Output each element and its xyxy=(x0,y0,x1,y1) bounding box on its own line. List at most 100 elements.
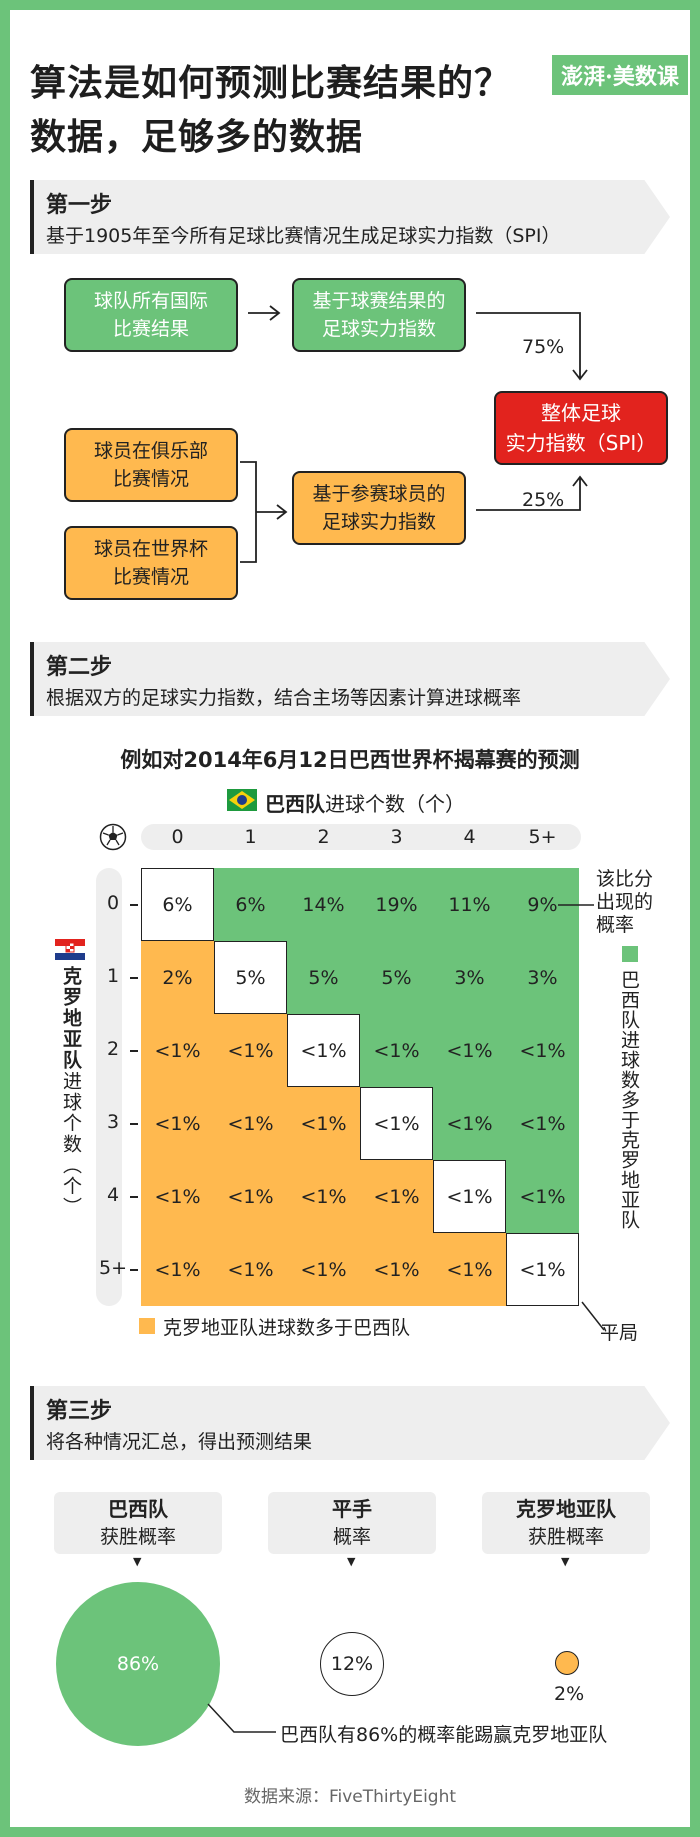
step1-desc: 基于1905年至今所有足球比赛情况生成足球实力指数（SPI） xyxy=(46,225,561,247)
column-label: 3 xyxy=(390,826,403,848)
row-tick xyxy=(130,1050,138,1052)
row-label: 4 xyxy=(106,1184,120,1206)
column-label: 5+ xyxy=(528,826,557,848)
croatia-win-circle xyxy=(555,1651,579,1675)
heatmap-cell: <1% xyxy=(506,1160,579,1233)
heatmap-cell: <1% xyxy=(433,1160,506,1233)
y-axis-team: 克罗地亚队 xyxy=(60,966,82,1071)
step2-title: 第二步 xyxy=(46,655,113,680)
heatmap-cell: <1% xyxy=(214,1014,287,1087)
heatmap-cell: <1% xyxy=(360,1160,433,1233)
pct-75: 75% xyxy=(522,336,565,358)
annot-draw-line xyxy=(581,1301,605,1331)
heatmap-cell: 14% xyxy=(287,868,360,941)
croatia-caption-sub: 获胜概率 xyxy=(527,1525,604,1548)
heatmap-cell: 5% xyxy=(287,941,360,1014)
annot-draw: 平局 xyxy=(600,1322,639,1344)
heatmap-cell: 2% xyxy=(141,941,214,1014)
y-axis-label: 克罗地亚队进球个数（个） xyxy=(58,966,84,1218)
column-label: 1 xyxy=(244,826,257,848)
row-tick xyxy=(130,1123,138,1125)
brazil-win-circle: 86% xyxy=(56,1582,220,1746)
draw-caption-head: 平手 xyxy=(332,1496,372,1521)
heatmap-cell: 3% xyxy=(433,941,506,1014)
heatmap-cell: <1% xyxy=(360,1087,433,1160)
heatmap-cell: 6% xyxy=(141,868,214,941)
x-axis-rest: 进球个数（个） xyxy=(325,792,465,816)
heatmap-cell: 11% xyxy=(433,868,506,941)
draw-caption-sub: 概率 xyxy=(332,1525,371,1548)
heatmap-cell: <1% xyxy=(141,1160,214,1233)
pointer-triangle-brazil: ▼ xyxy=(133,1555,142,1568)
croatia-win-pct: 2% xyxy=(554,1683,585,1705)
column-label: 4 xyxy=(463,826,476,848)
step1-banner xyxy=(30,180,670,254)
page-title-line2: 数据，足够多的数据 xyxy=(30,117,364,158)
heatmap-cell: <1% xyxy=(287,1160,360,1233)
chart-title: 例如对2014年6月12日巴西世界杯揭幕赛的预测 xyxy=(120,748,580,772)
row-label: 1 xyxy=(106,965,120,987)
heatmap-cell: <1% xyxy=(287,1014,360,1087)
step3-title: 第三步 xyxy=(46,1399,113,1424)
pointer-triangle-draw: ▼ xyxy=(347,1555,356,1568)
row-tick xyxy=(130,977,138,979)
note-pointer-line xyxy=(207,1703,276,1733)
soccer-ball-icon xyxy=(99,823,127,851)
heatmap-cell: <1% xyxy=(214,1233,287,1306)
heatmap-cell: <1% xyxy=(214,1087,287,1160)
heatmap-cell: <1% xyxy=(506,1087,579,1160)
box-intl-results: 球队所有国际 比赛结果 xyxy=(64,278,238,352)
heatmap-cell: <1% xyxy=(433,1233,506,1306)
croatia-flag-icon xyxy=(55,939,85,960)
croatia-caption: 克罗地亚队 获胜概率 xyxy=(482,1492,650,1554)
pct-25: 25% xyxy=(522,489,565,511)
box-spi-result: 基于球赛结果的 足球实力指数 xyxy=(292,278,466,352)
flow-arrows xyxy=(240,305,588,563)
brazil-caption: 巴西队 获胜概率 xyxy=(54,1492,222,1554)
draw-caption: 平手 概率 xyxy=(268,1492,436,1554)
step3-banner xyxy=(30,1386,670,1460)
heatmap-cell: <1% xyxy=(141,1233,214,1306)
legend-green-swatch xyxy=(622,946,638,962)
row-label: 5+ xyxy=(98,1257,127,1279)
row-axis-bar xyxy=(96,868,122,1306)
heatmap-cell: 6% xyxy=(214,868,287,941)
heatmap-cell: <1% xyxy=(433,1014,506,1087)
x-axis-team: 巴西队 xyxy=(265,792,325,816)
croatia-caption-head: 克罗地亚队 xyxy=(516,1496,616,1521)
draw-circle: 12% xyxy=(320,1632,384,1696)
heatmap-cell: <1% xyxy=(433,1087,506,1160)
y-axis-rest: 进球个数（个） xyxy=(60,1071,82,1218)
annot-prob-line xyxy=(558,904,594,906)
heatmap-cell: 19% xyxy=(360,868,433,941)
row-tick xyxy=(130,1269,138,1271)
box-worldcup: 球员在世界杯 比赛情况 xyxy=(64,526,238,600)
heatmap-cell: <1% xyxy=(214,1160,287,1233)
heatmap-cell: <1% xyxy=(360,1014,433,1087)
row-tick xyxy=(130,1196,138,1198)
heatmap-cell: <1% xyxy=(360,1233,433,1306)
step2-desc: 根据双方的足球实力指数，结合主场等因素计算进球概率 xyxy=(46,687,522,709)
step2-banner xyxy=(30,642,670,716)
heatmap-cell: 5% xyxy=(214,941,287,1014)
heatmap-cell: <1% xyxy=(141,1087,214,1160)
heatmap-cell: 5% xyxy=(360,941,433,1014)
brazil-flag-icon xyxy=(227,789,257,811)
column-axis-bar xyxy=(141,824,581,850)
row-label: 3 xyxy=(106,1111,120,1133)
row-tick xyxy=(130,904,138,906)
annot-probability: 该比分 出现的 概率 xyxy=(596,868,654,936)
row-label: 2 xyxy=(106,1038,120,1060)
data-source: 数据来源：FiveThirtyEight xyxy=(243,1787,457,1807)
heatmap-cell: 3% xyxy=(506,941,579,1014)
heatmap-cell: <1% xyxy=(287,1087,360,1160)
page-title-line1: 算法是如何预测比赛结果的？ xyxy=(30,63,512,104)
brazil-caption-sub: 获胜概率 xyxy=(99,1525,176,1548)
step3-desc: 将各种情况汇总，得出预测结果 xyxy=(46,1431,313,1453)
row-label: 0 xyxy=(106,892,120,914)
legend-green-label: 巴西队进球数多于克罗地亚队 xyxy=(618,970,640,1230)
pointer-triangle-croatia: ▼ xyxy=(561,1555,570,1568)
heatmap-cell: <1% xyxy=(506,1014,579,1087)
brazil-caption-head: 巴西队 xyxy=(108,1496,168,1521)
x-axis-label: 巴西队进球个数（个） xyxy=(265,788,465,817)
